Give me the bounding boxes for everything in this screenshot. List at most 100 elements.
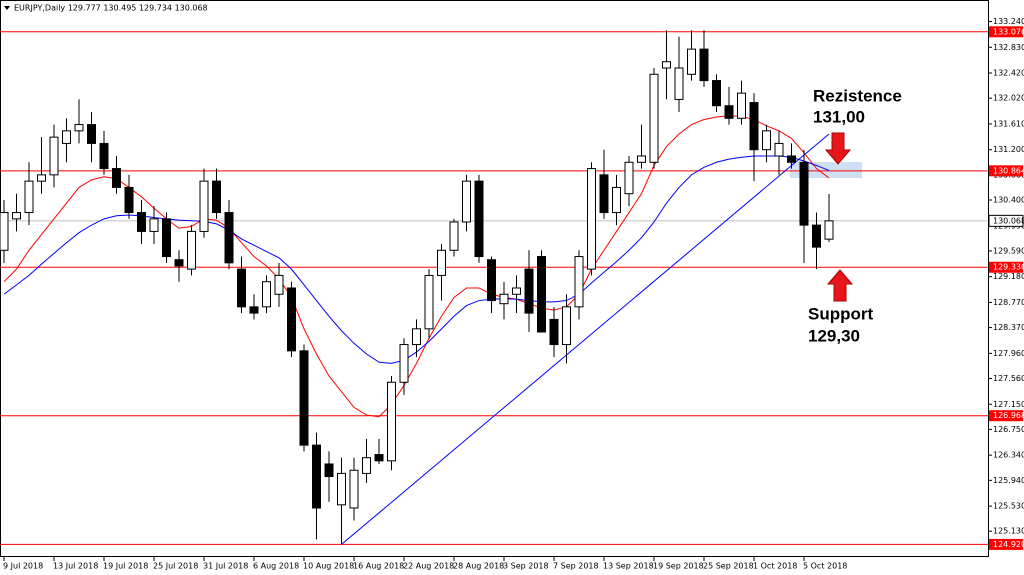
candle-body [737, 92, 746, 119]
candle-body [712, 80, 721, 107]
level-label-box [989, 165, 1023, 177]
y-tick-label: 125.530 [993, 502, 1024, 511]
level-label: 130.864 [993, 166, 1024, 175]
candle-body [399, 344, 409, 383]
x-tick-label: 22 Aug 2018 [403, 562, 454, 571]
y-tick-label: 127.560 [993, 374, 1024, 383]
annotation: Support [808, 304, 873, 323]
x-tick-label: 28 Aug 2018 [453, 562, 504, 571]
candle-body [437, 249, 446, 276]
annotation: 129,30 [808, 326, 860, 345]
level-label-box [989, 261, 1023, 273]
x-tick-label: 9 Jul 2018 [3, 562, 43, 571]
y-tick-label: 128.770 [993, 298, 1024, 307]
y-tick-label: 132.830 [993, 43, 1024, 52]
candle-body [824, 220, 834, 240]
candle-body [87, 124, 96, 144]
x-tick-label: 25 Jul 2018 [153, 562, 198, 571]
candle-body [387, 381, 396, 462]
x-tick-label: 19 Jul 2018 [103, 562, 148, 571]
candle-body [0, 212, 9, 251]
x-tick-label: 1 Oct 2018 [753, 562, 797, 571]
candle-body [487, 259, 496, 302]
candle-body [374, 454, 384, 462]
x-tick-label: 31 Jul 2018 [203, 562, 248, 571]
candle-body [362, 457, 371, 474]
trendline [341, 133, 830, 545]
candle-body [324, 463, 334, 478]
candle-body [124, 186, 134, 214]
level-label-box [989, 26, 1023, 38]
candle-body [262, 281, 271, 308]
moving-average [3, 115, 830, 418]
y-tick-label: 126.750 [993, 425, 1024, 434]
candle-body [574, 256, 584, 308]
y-tick-label: 131.200 [993, 145, 1024, 154]
candle-body [162, 218, 171, 258]
y-tick-label: 129.590 [993, 246, 1024, 255]
level-label: 124.920 [993, 540, 1024, 549]
level-label-box [989, 538, 1023, 550]
candle-body [649, 73, 659, 163]
candle-body [799, 161, 809, 226]
candle-body [337, 472, 346, 506]
y-tick-label: 133.240 [993, 17, 1024, 26]
candle-body [674, 67, 684, 100]
candle-body [787, 155, 796, 163]
candle-body [449, 221, 459, 251]
candle-body [749, 102, 759, 151]
candle-body [762, 130, 771, 151]
y-tick-label: 126.340 [993, 451, 1024, 460]
y-tick-label: 132.020 [993, 94, 1024, 103]
candle-body [812, 224, 821, 248]
candle-body [287, 287, 296, 352]
candle-body [174, 259, 184, 267]
level-label-box [989, 410, 1023, 422]
arrow-down [824, 132, 852, 165]
candle-body [474, 180, 484, 258]
candle-body [687, 48, 696, 75]
candle-body [112, 168, 121, 188]
candle-body [349, 469, 359, 509]
x-tick-label: 3 Sep 2018 [503, 562, 549, 571]
level-label: 129.330 [993, 263, 1024, 272]
y-tick-label: 125.130 [993, 527, 1024, 536]
annotation: 131,00 [813, 107, 865, 126]
y-tick-label: 131.610 [993, 119, 1024, 128]
candle-body [137, 212, 146, 232]
candle-body [549, 318, 559, 346]
candle-body [224, 212, 234, 264]
candle-body [612, 186, 621, 214]
price-label-box [988, 214, 1024, 227]
chart-title: EURJPY,Daily 129.777 130.495 129.734 130… [14, 4, 208, 13]
candle-body [499, 293, 509, 305]
candle-body [37, 174, 46, 182]
candle-body [24, 180, 34, 214]
x-tick-label: 19 Sep 2018 [653, 562, 704, 571]
candle-body [724, 105, 734, 119]
candle-body [149, 218, 159, 232]
level-label: 133.076 [993, 27, 1024, 36]
x-tick-label: 6 Aug 2018 [253, 562, 299, 571]
y-tick-label: 127.150 [993, 400, 1024, 409]
y-tick-label: 125.940 [993, 476, 1024, 485]
candle-body [237, 268, 246, 308]
y-tick-label: 132.420 [993, 69, 1024, 78]
y-tick-label: 130.400 [993, 195, 1024, 204]
candle-body [299, 350, 309, 446]
candle-body [74, 124, 84, 132]
price-label: 130.068 [993, 216, 1024, 225]
x-tick-label: 10 Aug 2018 [303, 562, 354, 571]
y-tick-label: 129.180 [993, 272, 1024, 281]
candle-body [424, 274, 434, 330]
candle-body [624, 161, 634, 195]
x-tick-label: 16 Aug 2018 [353, 562, 404, 571]
candle-body [524, 268, 534, 314]
x-tick-label: 5 Oct 2018 [803, 562, 847, 571]
candle-body [249, 306, 259, 314]
candle-body [512, 287, 521, 295]
y-tick-label: 128.370 [993, 323, 1024, 332]
candle-body [49, 136, 59, 176]
candle-body [199, 180, 209, 232]
